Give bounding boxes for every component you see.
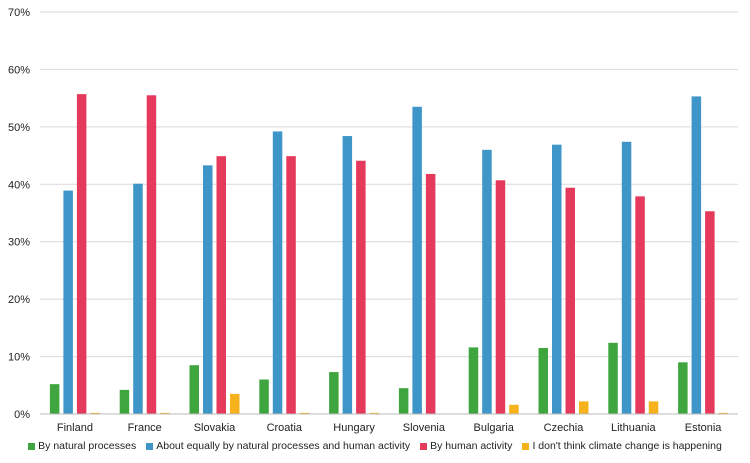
bar-hungary-series-1 [329,372,339,414]
bar-france-series-1 [120,390,130,414]
bar-lithuania-series-3 [635,196,645,414]
bar-estonia-series-3 [705,211,715,414]
y-tick-label: 70% [8,7,30,19]
bar-estonia-series-2 [692,96,702,414]
bar-slovakia-series-3 [217,156,227,414]
bar-finland-series-2 [63,191,73,414]
bar-bulgaria-series-3 [496,180,506,414]
legend-label: By natural processes [38,440,136,452]
bar-slovenia-series-3 [426,174,436,414]
x-category-label: Croatia [267,422,303,434]
gridlines [40,12,738,357]
bar-slovakia-series-4 [230,394,240,414]
bar-lithuania-series-1 [608,343,618,414]
bar-estonia-series-1 [678,362,688,414]
bar-france-series-3 [147,95,157,414]
bar-slovakia-series-1 [190,365,200,414]
y-tick-label: 50% [8,122,30,134]
y-tick-label: 0% [14,409,30,421]
x-category-label: Bulgaria [474,422,515,434]
bar-croatia-series-2 [273,131,283,414]
legend-swatch [146,443,153,450]
bar-slovakia-series-2 [203,165,213,414]
x-axis-category-labels: Finland France Slovakia Croatia Hungary Slove… [57,422,722,434]
bar-lithuania-series-4 [649,401,659,414]
y-tick-label: 30% [8,237,30,249]
legend-item: About equally by natural processes and h… [146,440,410,452]
bar-czechia-series-2 [552,145,562,414]
y-tick-label: 20% [8,294,30,306]
legend-swatch [420,443,427,450]
bar-czechia-series-1 [539,348,549,414]
y-axis-tick-labels: 0% 10% 20% 30% 40% 50% 60% 70% [8,7,30,421]
x-category-label: Finland [57,422,93,434]
x-category-label: Slovenia [403,422,446,434]
bar-bulgaria-series-4 [509,405,519,414]
bar-finland-series-3 [77,94,87,414]
legend-swatch [522,443,529,450]
bar-czechia-series-4 [579,401,589,414]
y-tick-label: 10% [8,352,30,364]
bar-czechia-series-3 [566,188,576,414]
bar-croatia-series-3 [286,156,296,414]
x-category-label: Slovakia [194,422,236,434]
bar-hungary-series-2 [343,136,353,414]
bar-france-series-2 [133,184,143,414]
bar-hungary-series-3 [356,161,366,414]
x-category-label: Estonia [685,422,723,434]
x-category-label: France [128,422,162,434]
legend-label: I don't think climate change is happenin… [532,440,721,452]
bar-lithuania-series-2 [622,142,632,414]
bar-bulgaria-series-1 [469,347,479,414]
x-category-label: Lithuania [611,422,657,434]
legend-item: By natural processes [28,440,136,452]
y-tick-label: 40% [8,179,30,191]
legend-swatch [28,443,35,450]
x-category-label: Hungary [333,422,375,434]
bar-bulgaria-series-2 [482,150,492,414]
bar-finland-series-1 [50,384,60,414]
bar-slovenia-series-1 [399,388,409,414]
legend-item: I don't think climate change is happenin… [522,440,721,452]
legend: By natural processes About equally by nat… [0,440,750,452]
y-tick-label: 60% [8,64,30,76]
bar-croatia-series-1 [259,380,269,414]
legend-label: By human activity [430,440,512,452]
bars [50,94,728,414]
legend-label: About equally by natural processes and h… [156,440,410,452]
legend-item: By human activity [420,440,512,452]
bar-slovenia-series-2 [412,107,422,414]
x-category-label: Czechia [544,422,585,434]
